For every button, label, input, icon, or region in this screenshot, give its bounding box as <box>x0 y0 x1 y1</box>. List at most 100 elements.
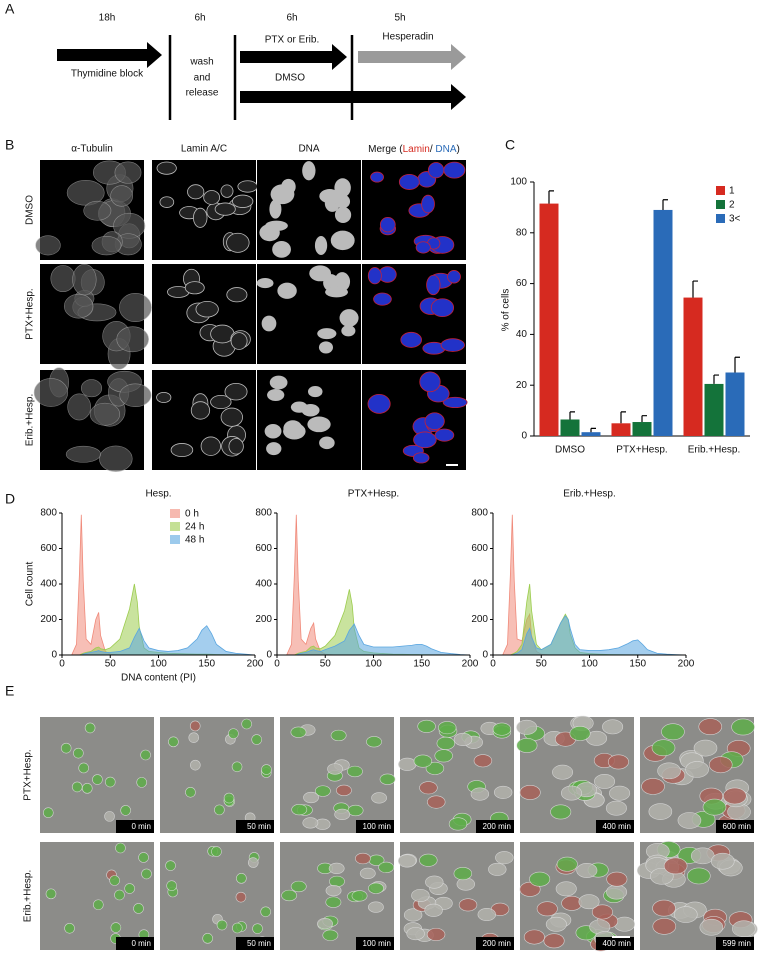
cell <box>110 922 122 933</box>
time-box <box>596 937 634 950</box>
y-tick-label: 600 <box>40 543 57 554</box>
time-label: 100 min <box>363 822 391 831</box>
nucleus <box>434 428 455 442</box>
nucleus <box>203 190 221 205</box>
nucleus <box>156 391 172 403</box>
y-tick-label: 60 <box>516 278 528 289</box>
cell <box>426 927 446 942</box>
error-bar <box>590 427 596 433</box>
histogram-area <box>286 623 471 656</box>
cell <box>347 765 363 778</box>
x-tick-label: 150 <box>413 659 430 670</box>
cell <box>91 236 122 256</box>
legend-swatch <box>170 509 180 518</box>
y-axis-label: % of cells <box>501 289 512 332</box>
cell <box>605 800 627 816</box>
column-header: Lamin A/C <box>181 144 227 155</box>
nucleus <box>270 184 295 205</box>
cell <box>710 852 735 870</box>
cell <box>67 393 91 421</box>
cell <box>732 920 756 938</box>
x-tick-label: 200 <box>462 659 479 670</box>
error-bar <box>548 190 554 204</box>
y-tick-label: 0 <box>266 650 272 661</box>
legend-swatch <box>170 535 180 544</box>
cell <box>552 764 574 780</box>
y-tick-label: 200 <box>40 614 57 625</box>
y-tick-label: 400 <box>471 579 488 590</box>
nucleus <box>341 325 356 337</box>
cell <box>73 747 84 759</box>
cell <box>93 899 104 911</box>
cell <box>347 804 364 817</box>
cell <box>317 917 333 930</box>
nucleus <box>334 206 352 224</box>
nucleus <box>319 436 335 450</box>
cell <box>708 756 733 774</box>
x-tick-label: 50 <box>320 659 332 670</box>
nucleus <box>267 389 285 402</box>
nucleus <box>269 199 282 219</box>
legend-label: 2 <box>729 200 735 211</box>
y-axis-label: Cell count <box>25 562 36 607</box>
cell <box>368 882 384 894</box>
step-label: and <box>194 73 211 84</box>
cell <box>314 785 331 797</box>
nucleus <box>373 292 392 306</box>
cell <box>302 817 319 829</box>
cell <box>322 929 339 941</box>
nucleus <box>398 173 420 190</box>
bar <box>539 203 559 436</box>
cell <box>166 880 177 892</box>
cell <box>651 739 676 757</box>
duration-label: 18h <box>99 13 116 24</box>
cell <box>427 795 446 809</box>
cell <box>648 803 673 820</box>
cell <box>677 812 702 829</box>
cell <box>723 787 747 805</box>
row-label: DMSO <box>25 195 36 225</box>
y-tick-label: 800 <box>255 508 272 519</box>
cell <box>104 776 116 788</box>
arrow <box>57 42 162 68</box>
error-bar <box>713 374 719 384</box>
nucleus <box>230 332 248 350</box>
nucleus <box>156 161 177 175</box>
cell <box>523 929 545 945</box>
bar <box>611 423 631 436</box>
cell <box>555 881 577 897</box>
nucleus <box>228 438 244 455</box>
chart-title: Hesp. <box>145 489 171 500</box>
nucleus <box>210 394 232 409</box>
time-label: 599 min <box>723 939 751 948</box>
column-header: DNA <box>298 144 319 155</box>
step-label: DMSO <box>275 73 305 84</box>
time-label: 400 min <box>603 939 631 948</box>
nucleus <box>200 436 221 456</box>
row-label: PTX+Hesp. <box>23 749 34 800</box>
cell <box>690 847 715 865</box>
cell <box>686 867 711 885</box>
nucleus <box>379 217 396 233</box>
time-lapse-frame <box>40 842 154 950</box>
cell <box>368 901 384 913</box>
cell <box>50 265 76 293</box>
y-tick-label: 800 <box>471 508 488 519</box>
cell <box>168 736 179 748</box>
cell <box>543 933 565 949</box>
cell <box>536 901 558 917</box>
cell <box>66 180 105 206</box>
cell <box>591 904 613 920</box>
cell <box>529 871 551 887</box>
cell <box>419 853 438 867</box>
cell <box>657 762 681 780</box>
legend-label: 3< <box>729 214 741 225</box>
x-tick-label: 50 <box>105 659 117 670</box>
cell <box>693 739 718 757</box>
nucleus <box>220 184 234 198</box>
cell <box>33 378 69 407</box>
cell <box>60 742 72 754</box>
histogram-area <box>71 625 256 656</box>
step-label: PTX or Erib. <box>265 35 319 46</box>
cell <box>104 811 115 822</box>
